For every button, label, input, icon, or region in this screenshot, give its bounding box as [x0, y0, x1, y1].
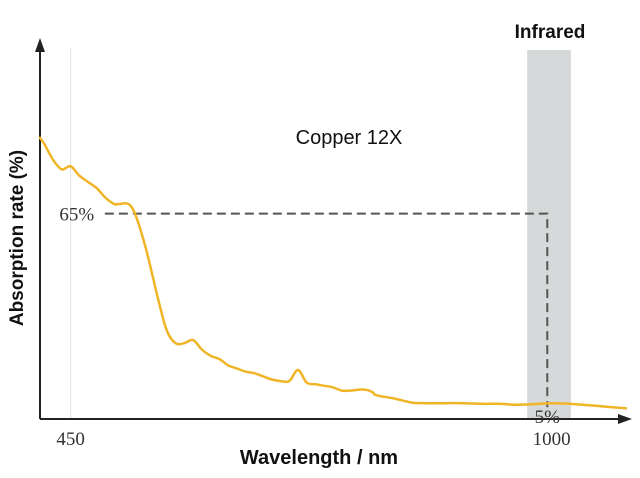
- absorption-series-line: [38, 136, 628, 410]
- x-tick-label-1000: 1000: [533, 429, 571, 450]
- y-axis-arrow: [35, 38, 45, 52]
- x-axis-arrow: [618, 414, 632, 424]
- x-tick-label-450: 450: [56, 429, 85, 450]
- reference-dashed-line: [104, 212, 549, 408]
- chart-title: Copper 12X: [296, 127, 403, 149]
- reference-label-5: 5%: [535, 407, 561, 428]
- reference-label-65: 65%: [59, 205, 94, 226]
- infrared-band: [527, 50, 571, 419]
- x-axis-label: Wavelength / nm: [240, 447, 398, 469]
- infrared-band-label: Infrared: [515, 22, 586, 43]
- y-axis-label: Absorption rate (%): [7, 150, 28, 326]
